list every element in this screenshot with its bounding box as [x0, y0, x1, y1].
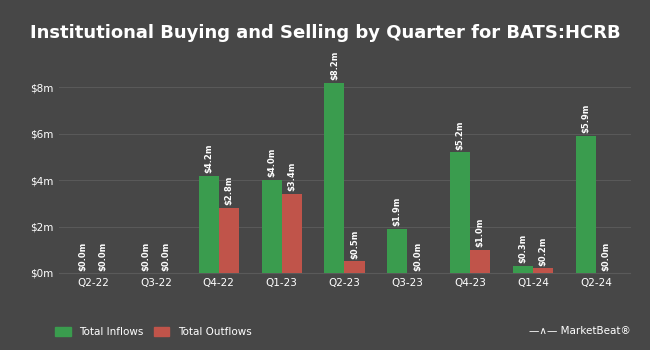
Text: $5.2m: $5.2m [456, 120, 465, 149]
Text: $0.5m: $0.5m [350, 229, 359, 259]
Bar [533, 268, 553, 273]
Bar [387, 229, 408, 273]
Bar [281, 194, 302, 273]
Text: $0.2m: $0.2m [539, 236, 548, 266]
Text: $1.9m: $1.9m [393, 197, 402, 226]
Bar [450, 152, 470, 273]
Bar [470, 250, 490, 273]
Text: $0.0m: $0.0m [601, 242, 610, 271]
Bar [513, 266, 533, 273]
Bar [219, 208, 239, 273]
Text: $2.8m: $2.8m [224, 176, 233, 205]
Legend: Total Inflows, Total Outflows: Total Inflows, Total Outflows [51, 323, 255, 341]
Text: $0.0m: $0.0m [79, 242, 88, 271]
Bar [344, 261, 365, 273]
Text: $0.3m: $0.3m [519, 234, 528, 263]
Text: $0.0m: $0.0m [413, 242, 422, 271]
Text: $0.0m: $0.0m [161, 242, 170, 271]
Text: $4.2m: $4.2m [204, 143, 213, 173]
Text: $8.2m: $8.2m [330, 50, 339, 80]
Bar [576, 136, 596, 273]
Text: —∧— MarketBeat®: —∧— MarketBeat® [528, 326, 630, 336]
Text: Institutional Buying and Selling by Quarter for BATS:HCRB: Institutional Buying and Selling by Quar… [30, 25, 620, 42]
Text: $1.0m: $1.0m [476, 218, 485, 247]
Text: $5.9m: $5.9m [581, 104, 590, 133]
Bar [324, 83, 345, 273]
Bar [261, 180, 281, 273]
Text: $3.4m: $3.4m [287, 162, 296, 191]
Bar [199, 175, 219, 273]
Text: $0.0m: $0.0m [141, 242, 150, 271]
Text: $4.0m: $4.0m [267, 148, 276, 177]
Text: $0.0m: $0.0m [99, 242, 108, 271]
